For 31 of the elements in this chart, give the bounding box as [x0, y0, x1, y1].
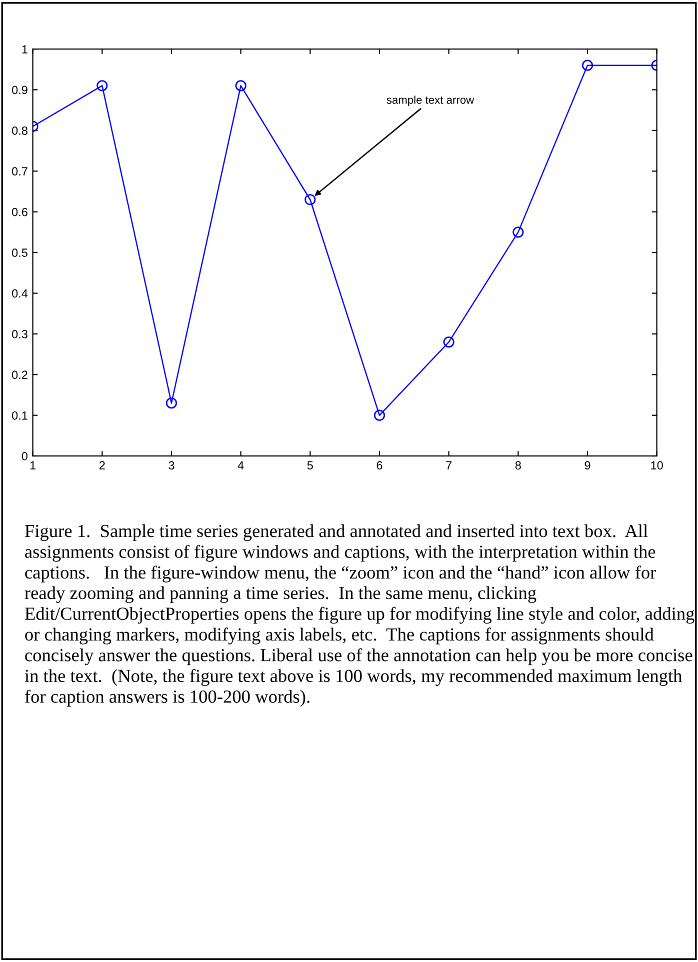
y-tick-label: 0.8: [12, 126, 28, 135]
point: [582, 60, 594, 71]
y-tick-label: 0.6: [12, 208, 28, 216]
y-tick-label: 0.9: [12, 86, 28, 94]
x-tick-label: 5: [307, 461, 313, 470]
point: [304, 194, 316, 206]
annotation: sample text arrow: [386, 96, 474, 106]
x-tick-label: 6: [376, 461, 382, 470]
point: [374, 410, 386, 421]
x-tick-label: 2: [99, 461, 105, 470]
x-tick-label: 10: [651, 461, 663, 470]
point: [96, 80, 108, 92]
x-tick-label: 1: [30, 461, 36, 470]
y-tick-label: 0: [22, 452, 28, 460]
point: [512, 226, 524, 238]
y-tick-label: 0.1: [12, 411, 28, 420]
y-tick-label: 0.2: [12, 370, 28, 379]
y-tick-label: 0.5: [12, 248, 28, 257]
text: Figure 1. Sample time series generated and annotated and inserted into text box. All assignments consist of figure windows and captions, with the interpretation within the captions. In the figure-window menu, the “zoom” icon and the “hand” icon allow for ready zooming and panning a time series. In the same menu, clicking Edit/CurrentObjectProperties opens the figure up for modifying line style and color, adding or changing markers, modifying axis labels, etc. The captions for assignments should concisely answer the questions. Liberal use of the annotation can help you be more concise in the text. (Note, the figure text above is 100 words, my recommended maximum length for caption answers is 100-200 words).: [24, 524, 694, 707]
x-tick-label: 4: [238, 461, 244, 470]
point: [443, 336, 454, 348]
y-tick-label: 0.3: [12, 330, 28, 338]
y-tick-label: 0.4: [12, 289, 28, 298]
y-tick-label: 0.7: [12, 167, 28, 176]
x-tick-label: 3: [168, 461, 174, 470]
point: [166, 398, 178, 409]
y-tick-label: 1: [22, 45, 28, 54]
x-tick-label: 8: [515, 461, 521, 470]
point: [235, 80, 246, 92]
x-tick-label: 9: [584, 461, 590, 470]
x-tick-label: 7: [446, 461, 452, 470]
